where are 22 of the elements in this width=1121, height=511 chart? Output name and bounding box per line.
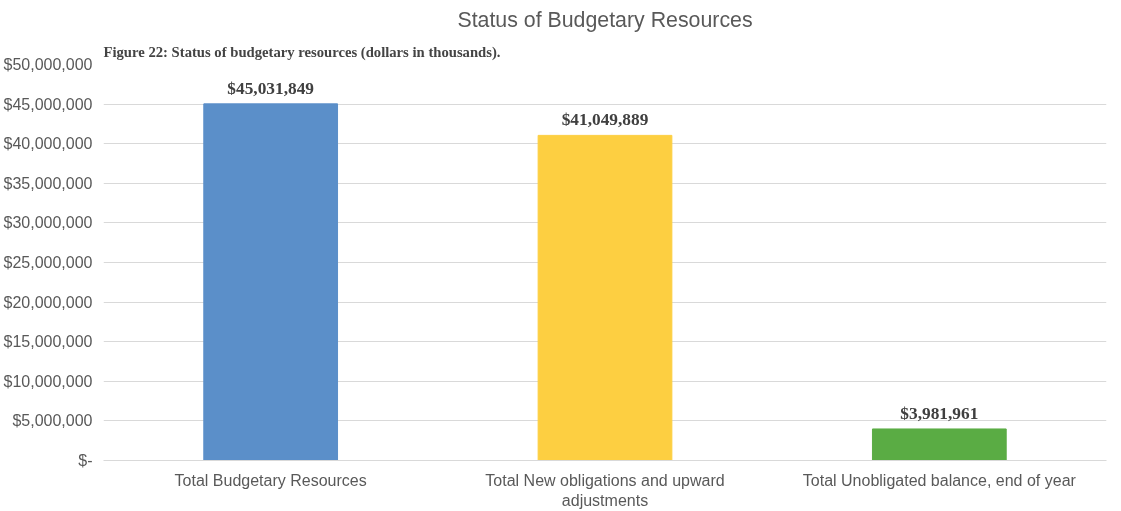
caption: Figure 22: Status of budgetary resources (dollars in thousands). (103, 43, 501, 61)
bar (537, 134, 673, 461)
y-tick-label: $45,000,000 (3, 95, 93, 113)
y-tick-label: $50,000,000 (3, 56, 93, 73)
y-tick-label: $5,000,000 (12, 412, 93, 430)
y-tick-label: $10,000,000 (3, 372, 93, 390)
chart-title: Status of Budgetary Resources (457, 7, 753, 32)
x-tick-label: Total New obligations and upward adjustments (485, 471, 725, 509)
data-label: $3,981,961 (900, 403, 979, 423)
bar (203, 103, 339, 461)
y-tick-label: $15,000,000 (3, 333, 93, 351)
y-tick-label: $- (78, 452, 93, 469)
x-tick-label: Total Budgetary Resources (174, 471, 367, 489)
x-tick-label: Total Unobligated balance, end of year (802, 471, 1077, 489)
y-tick-label: $25,000,000 (3, 254, 93, 271)
y-tick-label: $35,000,000 (3, 174, 93, 192)
y-tick-label: $40,000,000 (3, 135, 93, 153)
data-label: $45,031,849 (227, 78, 315, 98)
y-tick-label: $30,000,000 (3, 214, 93, 232)
bar (871, 428, 1007, 461)
data-label: $41,049,889 (561, 110, 649, 130)
y-tick-label: $20,000,000 (3, 293, 93, 311)
